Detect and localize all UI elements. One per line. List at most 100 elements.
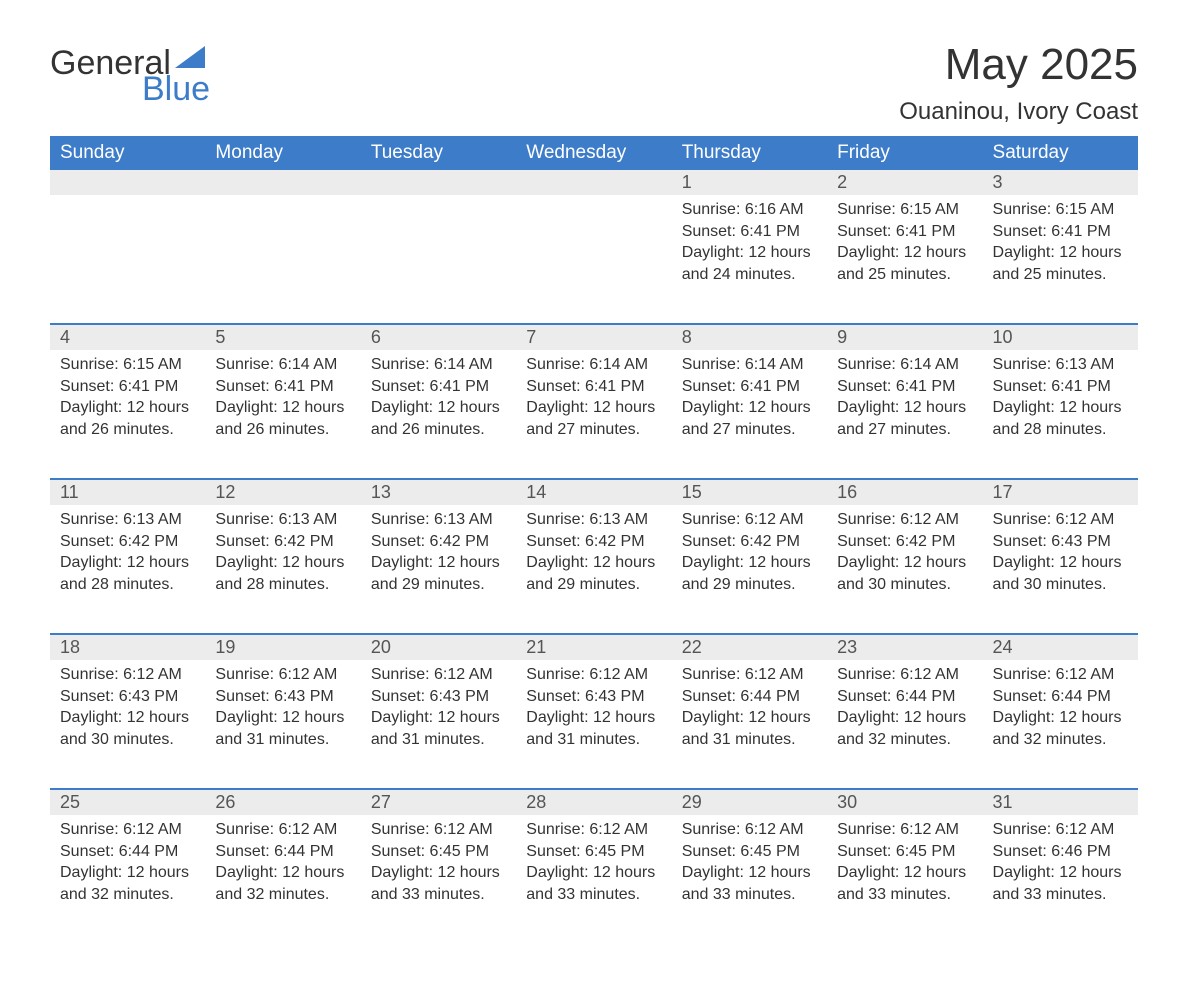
sunset-line: Sunset: 6:42 PM [60, 531, 195, 553]
calendar-cell: Sunrise: 6:14 AMSunset: 6:41 PMDaylight:… [827, 350, 982, 478]
daylight-line: Daylight: 12 hours and 33 minutes. [526, 862, 661, 905]
daylight-line: Daylight: 12 hours and 27 minutes. [526, 397, 661, 440]
day-body-row: Sunrise: 6:15 AM Sunset: 6:41 PM Daylight:… [50, 350, 1138, 478]
calendar-cell: Sunrise: 6:13 AMSunset: 6:42 PMDaylight:… [205, 505, 360, 633]
day-details: Sunrise: 6:12 AMSunset: 6:44 PMDaylight:… [827, 660, 982, 760]
daylight-line: Daylight: 12 hours and 33 minutes. [993, 862, 1128, 905]
daylight-line: Daylight: 12 hours and 33 minutes. [837, 862, 972, 905]
day-number: 13 [361, 478, 516, 505]
day-details: Sunrise: 6:12 AMSunset: 6:42 PMDaylight:… [672, 505, 827, 605]
day-details: Sunrise: 6:14 AMSunset: 6:41 PMDaylight:… [205, 350, 360, 450]
sunrise-line: Sunrise: 6:13 AM [60, 509, 195, 531]
sunset-line: Sunset: 6:46 PM [993, 841, 1128, 863]
calendar-cell: Sunrise: 6:12 AMSunset: 6:45 PMDaylight:… [672, 815, 827, 943]
daylight-line: Daylight: 12 hours and 27 minutes. [682, 397, 817, 440]
calendar-cell: Sunrise: 6:12 AMSunset: 6:44 PMDaylight:… [827, 660, 982, 788]
empty-day [361, 170, 516, 195]
sunrise-line: Sunrise: 6:15 AM [60, 354, 195, 376]
day-number: 12 [205, 478, 360, 505]
sunrise-line: Sunrise: 6:12 AM [215, 819, 350, 841]
sunset-line: Sunset: 6:44 PM [993, 686, 1128, 708]
day-number: 16 [827, 478, 982, 505]
sunset-line: Sunset: 6:42 PM [371, 531, 506, 553]
day-details: Sunrise: 6:14 AMSunset: 6:41 PMDaylight:… [672, 350, 827, 450]
day-number: 21 [516, 633, 671, 660]
day-details: Sunrise: 6:12 AMSunset: 6:43 PMDaylight:… [361, 660, 516, 760]
daylight-line: Daylight: 12 hours and 29 minutes. [682, 552, 817, 595]
day-body-row: Sunrise: 6:16 AMSunset: 6:41 PMDaylight:… [50, 195, 1138, 323]
calendar-cell: Sunrise: 6:12 AMSunset: 6:45 PMDaylight:… [361, 815, 516, 943]
day-details: Sunrise: 6:13 AMSunset: 6:42 PMDaylight:… [361, 505, 516, 605]
calendar-cell: Sunrise: 6:15 AMSunset: 6:41 PMDaylight:… [50, 350, 205, 478]
sunset-line: Sunset: 6:43 PM [215, 686, 350, 708]
calendar-cell: Sunrise: 6:12 AMSunset: 6:44 PMDaylight:… [205, 815, 360, 943]
daylight-line: Daylight: 12 hours and 25 minutes. [837, 242, 972, 285]
daylight-line: Daylight: 12 hours and 30 minutes. [837, 552, 972, 595]
weekday-header-row: Sunday Monday Tuesday Wednesday Thursday… [50, 136, 1138, 170]
calendar-cell: Sunrise: 6:12 AMSunset: 6:45 PMDaylight:… [827, 815, 982, 943]
day-details: Sunrise: 6:12 AMSunset: 6:43 PMDaylight:… [516, 660, 671, 760]
day-number: 25 [50, 788, 205, 815]
weekday-header: Wednesday [516, 136, 671, 170]
daylight-line: Daylight: 12 hours and 32 minutes. [837, 707, 972, 750]
sunrise-line: Sunrise: 6:13 AM [993, 354, 1128, 376]
day-body-row: Sunrise: 6:12 AMSunset: 6:43 PMDaylight:… [50, 660, 1138, 788]
calendar-cell: Sunrise: 6:15 AMSunset: 6:41 PMDaylight:… [827, 195, 982, 323]
sunset-line: Sunset: 6:43 PM [526, 686, 661, 708]
day-number: 30 [827, 788, 982, 815]
daylight-line: Daylight: 12 hours and 24 minutes. [682, 242, 817, 285]
daylight-line: Daylight: 12 hours and 32 minutes. [215, 862, 350, 905]
calendar-cell: Sunrise: 6:12 AMSunset: 6:43 PMDaylight:… [516, 660, 671, 788]
day-number: 14 [516, 478, 671, 505]
calendar-cell: Sunrise: 6:16 AMSunset: 6:41 PMDaylight:… [672, 195, 827, 323]
day-number-row: 45678910 [50, 323, 1138, 350]
sunset-line: Sunset: 6:44 PM [215, 841, 350, 863]
daylight-line: Daylight: 12 hours and 28 minutes. [215, 552, 350, 595]
calendar-cell: Sunrise: 6:12 AMSunset: 6:43 PMDaylight:… [50, 660, 205, 788]
calendar-cell: Sunrise: 6:13 AMSunset: 6:42 PMDaylight:… [361, 505, 516, 633]
day-number: 19 [205, 633, 360, 660]
day-number: 31 [983, 788, 1138, 815]
daylight-line: Daylight: 12 hours and 26 minutes. [371, 397, 506, 440]
day-number: 27 [361, 788, 516, 815]
sunrise-line: Sunrise: 6:12 AM [371, 664, 506, 686]
logo-triangle-icon [175, 40, 205, 74]
sunrise-line: Sunrise: 6:14 AM [837, 354, 972, 376]
calendar-cell [361, 195, 516, 323]
title-block: May 2025 Ouaninou, Ivory Coast [899, 40, 1138, 126]
sunrise-line: Sunrise: 6:15 AM [993, 199, 1128, 221]
day-number-row: 123 [50, 170, 1138, 195]
calendar-cell [205, 195, 360, 323]
day-details: Sunrise: 6:12 AMSunset: 6:45 PMDaylight:… [672, 815, 827, 915]
daylight-line: Daylight: 12 hours and 30 minutes. [60, 707, 195, 750]
sunrise-line: Sunrise: 6:12 AM [371, 819, 506, 841]
day-details: Sunrise: 6:13 AMSunset: 6:42 PMDaylight:… [50, 505, 205, 605]
day-details: Sunrise: 6:15 AMSunset: 6:41 PMDaylight:… [983, 195, 1138, 295]
logo: General Blue [50, 40, 210, 106]
day-number: 17 [983, 478, 1138, 505]
sunrise-line: Sunrise: 6:14 AM [215, 354, 350, 376]
empty-day [205, 170, 360, 195]
sunset-line: Sunset: 6:41 PM [837, 376, 972, 398]
empty-day [516, 170, 671, 195]
daylight-line: Daylight: 12 hours and 28 minutes. [993, 397, 1128, 440]
day-number: 18 [50, 633, 205, 660]
sunset-line: Sunset: 6:42 PM [837, 531, 972, 553]
sunset-line: Sunset: 6:41 PM [682, 221, 817, 243]
daylight-line: Daylight: 12 hours and 33 minutes. [682, 862, 817, 905]
day-body-row: Sunrise: 6:12 AMSunset: 6:44 PMDaylight:… [50, 815, 1138, 943]
calendar-cell: Sunrise: 6:12 AMSunset: 6:45 PMDaylight:… [516, 815, 671, 943]
calendar-cell: Sunrise: 6:13 AMSunset: 6:42 PMDaylight:… [516, 505, 671, 633]
day-number: 22 [672, 633, 827, 660]
day-number: 5 [205, 323, 360, 350]
sunrise-line: Sunrise: 6:13 AM [371, 509, 506, 531]
day-number: 1 [672, 170, 827, 195]
day-number: 6 [361, 323, 516, 350]
sunset-line: Sunset: 6:45 PM [371, 841, 506, 863]
calendar-cell: Sunrise: 6:12 AMSunset: 6:42 PMDaylight:… [827, 505, 982, 633]
daylight-line: Daylight: 12 hours and 26 minutes. [215, 397, 350, 440]
sunrise-line: Sunrise: 6:12 AM [526, 664, 661, 686]
day-number: 29 [672, 788, 827, 815]
day-details: Sunrise: 6:12 AMSunset: 6:44 PMDaylight:… [50, 815, 205, 915]
day-details: Sunrise: 6:12 AMSunset: 6:45 PMDaylight:… [516, 815, 671, 915]
